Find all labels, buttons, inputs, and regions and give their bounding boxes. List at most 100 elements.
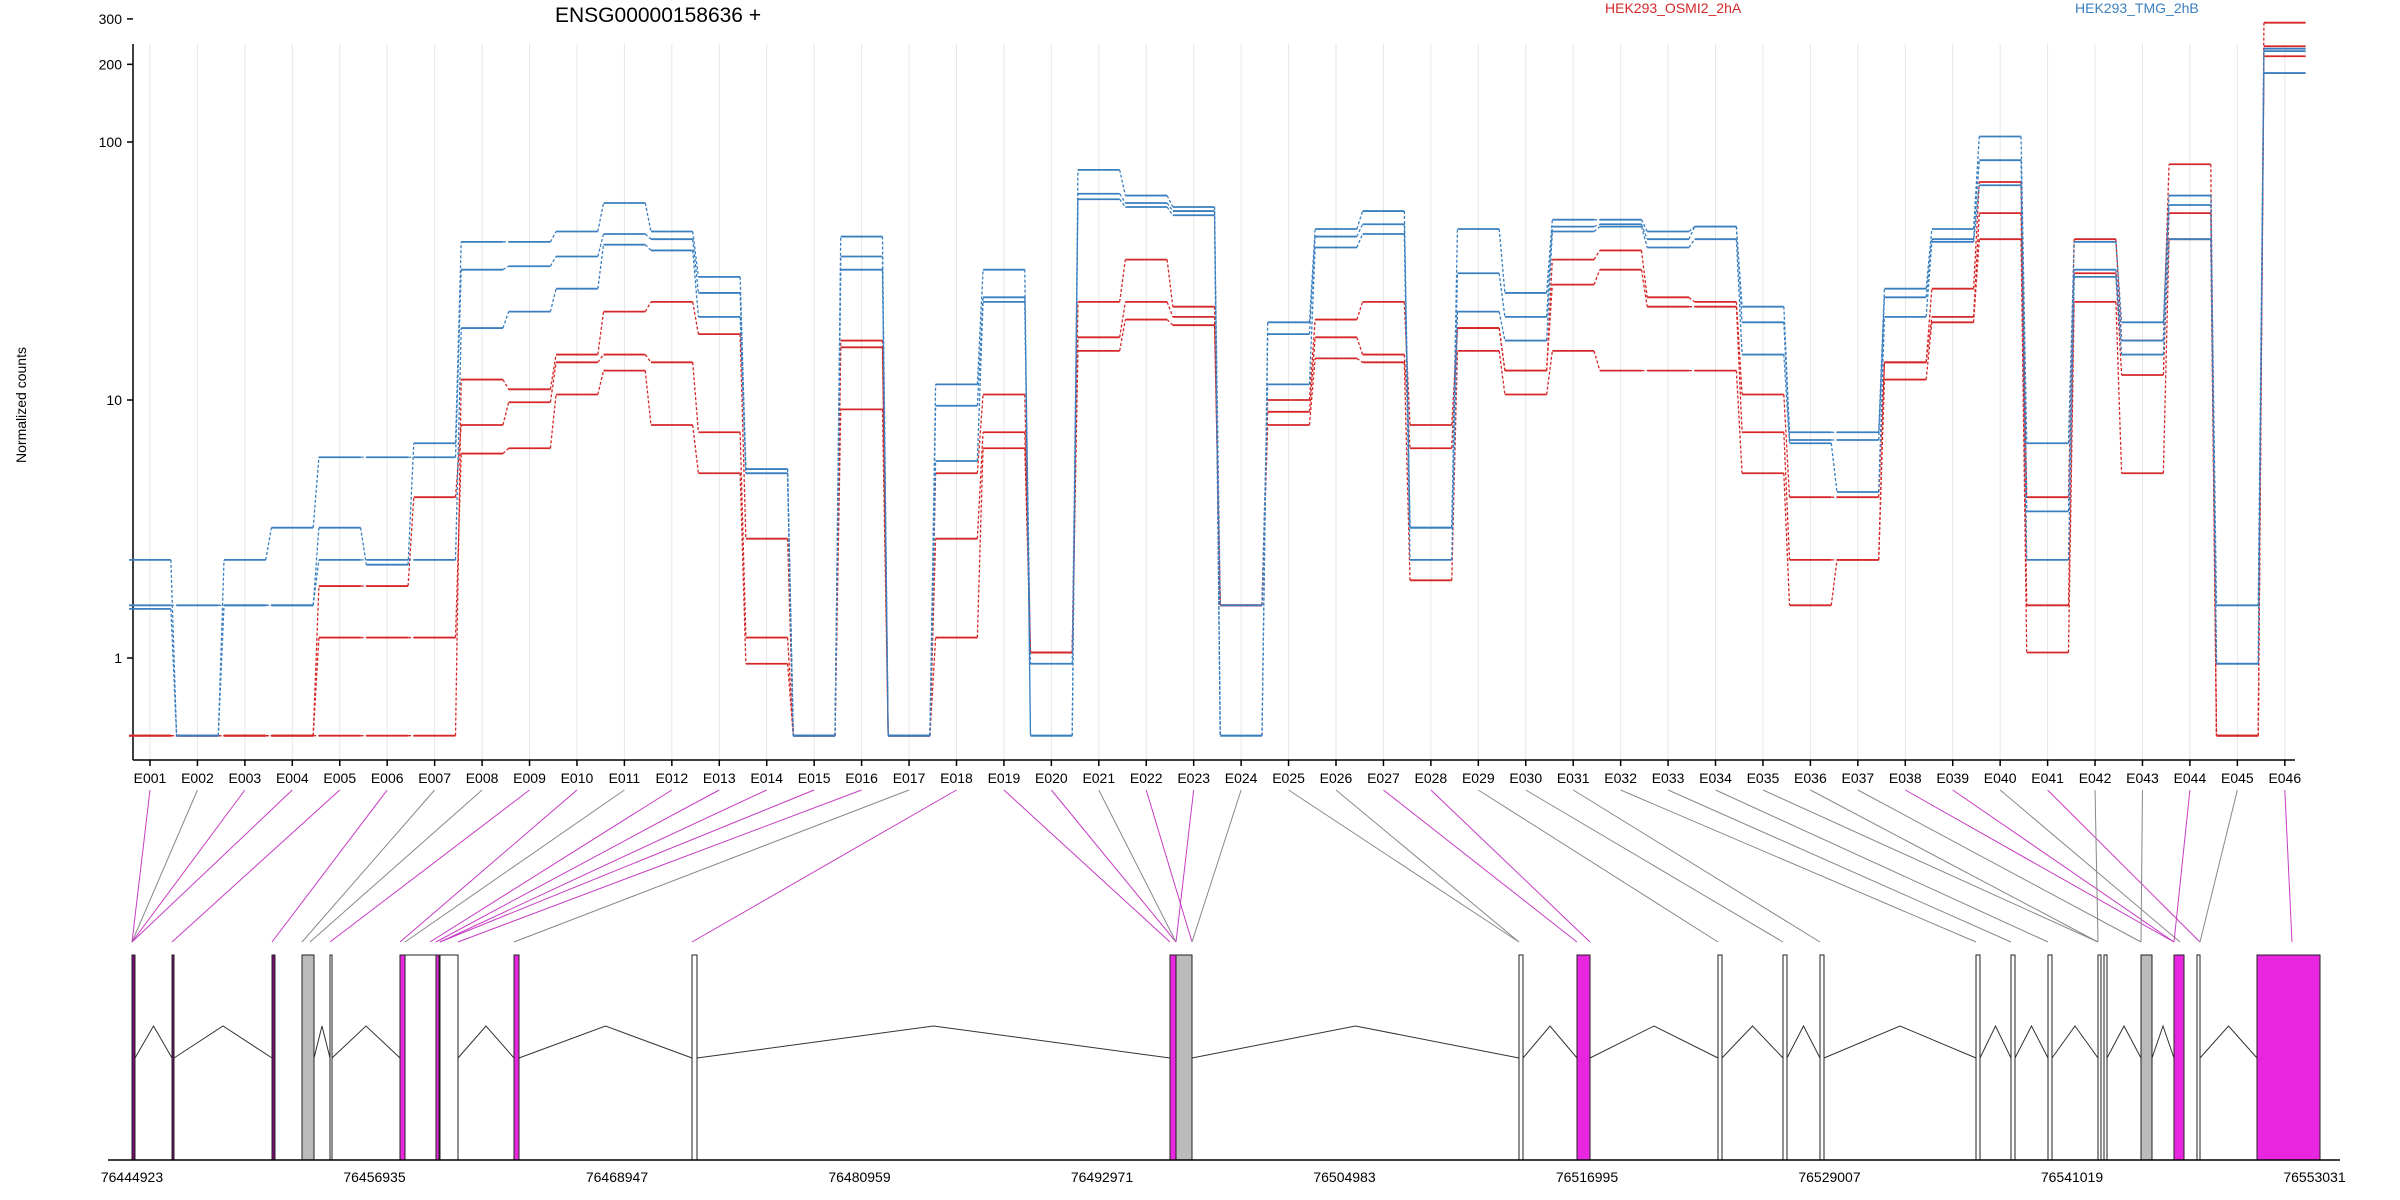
x-tick-label: E001 — [134, 770, 167, 786]
exon-box — [691, 954, 698, 1161]
exon-box — [2010, 954, 2016, 1161]
series-connector — [2020, 181, 2028, 498]
y-axis: 1 10 100 200 300 — [99, 11, 134, 760]
exon-box — [1975, 954, 1981, 1161]
exon-box — [1717, 954, 1723, 1161]
series-connector — [549, 231, 557, 243]
intron-line — [1191, 1025, 1520, 1059]
series-connector — [1166, 319, 1174, 326]
x-tick-label: E042 — [2079, 770, 2112, 786]
series-connector — [739, 276, 747, 470]
series-line — [129, 21, 2306, 737]
series-connector — [2020, 213, 2028, 606]
series-connector — [1356, 233, 1364, 248]
series-connector — [1925, 322, 1933, 380]
series-connector — [1783, 473, 1791, 606]
series-connector — [929, 637, 937, 736]
exon-box — [2140, 954, 2153, 1161]
series-connector — [1972, 185, 1980, 242]
x-tick-label: E031 — [1557, 770, 1590, 786]
exon-connector — [1715, 789, 2049, 943]
exon-box — [2097, 954, 2102, 1161]
exon-connector — [171, 789, 341, 943]
series-connector — [976, 269, 984, 385]
series-connector — [1545, 226, 1553, 317]
series-connector — [1545, 259, 1553, 371]
intron-line — [331, 1025, 401, 1059]
series-connector — [1261, 322, 1269, 736]
series-connector — [549, 256, 557, 267]
x-tick-label: E043 — [2126, 770, 2159, 786]
exon-connector — [399, 789, 578, 943]
exon-connector — [1175, 789, 1195, 943]
series-connector — [549, 354, 557, 390]
exon-connector — [1191, 789, 1242, 943]
series-connector — [1308, 337, 1316, 412]
exon-connector — [1383, 789, 1578, 943]
series-connector — [597, 202, 605, 232]
exon-connector — [309, 789, 483, 943]
exon-connector — [429, 789, 673, 943]
exon-connector — [1525, 789, 1784, 943]
series-connector — [739, 473, 747, 664]
exon-connector — [131, 789, 246, 943]
series-connector — [976, 448, 984, 638]
exon-connector — [439, 789, 815, 943]
x-tick-label: E033 — [1652, 770, 1685, 786]
series-connector — [692, 424, 700, 474]
series-connector — [644, 202, 652, 232]
series-connector — [1640, 226, 1648, 248]
series-connector — [1308, 247, 1316, 385]
exon-connector — [2047, 789, 2201, 943]
series-connector — [1166, 206, 1174, 216]
exon-connector — [131, 789, 151, 943]
series-connector — [1593, 250, 1601, 260]
series-connector — [1356, 223, 1364, 237]
genomic-coordinate-label: 76456935 — [343, 1169, 406, 1185]
exon-connector-lines — [131, 789, 2293, 943]
intron-line — [2151, 1024, 2175, 1059]
y-tick-label: 200 — [99, 56, 123, 72]
series-connector — [2257, 48, 2265, 606]
x-tick-label: E014 — [750, 770, 783, 786]
series-connector — [454, 379, 462, 736]
series-connector — [1735, 301, 1743, 395]
intron-line — [696, 1025, 1171, 1059]
exon-connector — [1667, 789, 2012, 943]
series-connector — [1688, 226, 1696, 232]
series-connector — [976, 301, 984, 462]
series-connector — [2067, 241, 2075, 444]
gridlines — [149, 44, 2286, 760]
exon-box — [1518, 954, 1524, 1161]
series-connector — [739, 334, 747, 539]
chart-title: ENSG00000158636 + — [555, 4, 761, 27]
x-tick-label: E019 — [988, 770, 1021, 786]
y-tick-label: 1 — [114, 650, 122, 666]
series-connector — [407, 443, 415, 565]
series-connector — [976, 297, 984, 406]
series-connector — [1308, 236, 1316, 335]
x-tick-label: E035 — [1747, 770, 1780, 786]
series-connector — [976, 394, 984, 474]
series-connector — [1451, 311, 1459, 560]
series-connector — [739, 432, 747, 638]
exon-connector — [439, 789, 767, 943]
series-connector — [1878, 316, 1886, 493]
series-connector — [1119, 193, 1126, 204]
x-tick-label: E004 — [276, 770, 309, 786]
x-tick-label: E034 — [1699, 770, 1732, 786]
series-connector — [597, 370, 605, 395]
series-connector — [1119, 319, 1127, 352]
y-tick-label: 100 — [99, 134, 123, 150]
x-tick-label: E039 — [1936, 770, 1969, 786]
genomic-coordinate-label: 76529007 — [1798, 1169, 1861, 1185]
series-connector — [1545, 350, 1553, 395]
genomic-coordinate-label: 76480959 — [828, 1169, 891, 1185]
series-connector — [1925, 239, 1933, 298]
exon-connector — [1620, 789, 1977, 943]
series-connector — [1593, 350, 1601, 371]
series-connector — [2162, 164, 2170, 341]
exon-box — [1819, 954, 1825, 1161]
x-tick-label: E005 — [323, 770, 356, 786]
series-connector — [644, 233, 652, 240]
